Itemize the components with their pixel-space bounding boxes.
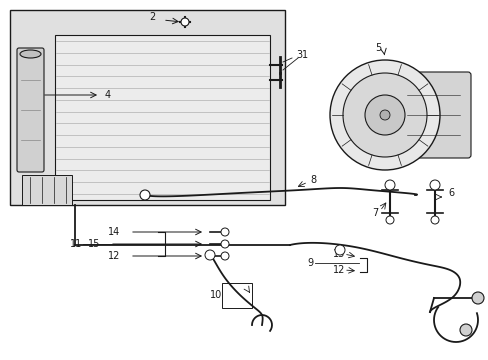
Text: 14: 14 [107,227,120,237]
FancyBboxPatch shape [399,72,470,158]
Text: 11: 11 [70,239,82,249]
Text: 5: 5 [374,43,380,53]
FancyBboxPatch shape [17,48,44,172]
Circle shape [221,240,228,248]
Text: 8: 8 [309,175,315,185]
Circle shape [342,73,426,157]
Text: 12: 12 [332,265,345,275]
Circle shape [471,292,483,304]
Bar [222,283,251,308]
Circle shape [181,18,189,26]
Text: 12: 12 [107,251,120,261]
Bar [55,35,269,200]
Circle shape [221,252,228,260]
Text: 2: 2 [148,12,155,22]
Circle shape [459,324,471,336]
Circle shape [140,190,150,200]
Circle shape [379,110,389,120]
Circle shape [384,180,394,190]
Circle shape [221,228,228,236]
Text: 9: 9 [307,258,313,268]
Ellipse shape [20,50,41,58]
Text: 10: 10 [209,290,222,300]
Text: 13: 13 [332,249,345,259]
Text: 6: 6 [447,188,453,198]
Bar [22,175,72,205]
Circle shape [204,250,215,260]
Circle shape [329,60,439,170]
Circle shape [385,216,393,224]
Circle shape [430,216,438,224]
Circle shape [364,95,404,135]
Bar [10,10,285,205]
Circle shape [429,180,439,190]
Text: 4: 4 [105,90,111,100]
Text: 7: 7 [371,208,377,218]
Text: 15: 15 [87,239,100,249]
Circle shape [334,245,345,255]
Text: 1: 1 [302,50,307,60]
Text: 3: 3 [295,50,302,60]
